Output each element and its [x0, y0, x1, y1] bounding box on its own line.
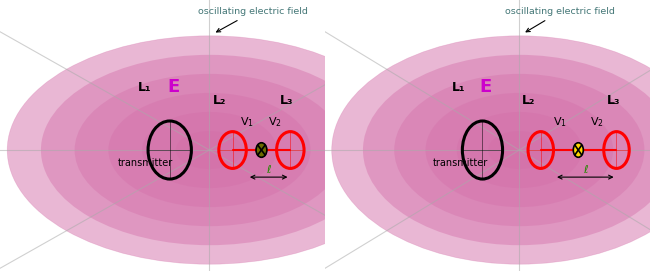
Text: L₁: L₁	[138, 81, 151, 94]
Text: V$_1$: V$_1$	[240, 115, 254, 129]
Text: oscillating electric field: oscillating electric field	[198, 8, 307, 32]
Text: transmitter: transmitter	[118, 158, 174, 167]
Ellipse shape	[176, 131, 243, 169]
Ellipse shape	[142, 112, 277, 188]
Ellipse shape	[75, 74, 344, 226]
Text: transmitter: transmitter	[433, 158, 488, 167]
Ellipse shape	[395, 74, 644, 226]
Ellipse shape	[332, 36, 650, 264]
Text: L₂: L₂	[213, 94, 226, 107]
Text: L₃: L₃	[606, 94, 620, 107]
Ellipse shape	[426, 93, 613, 207]
Text: L₃: L₃	[280, 94, 293, 107]
Ellipse shape	[488, 131, 551, 169]
Ellipse shape	[41, 55, 378, 245]
Text: L₁: L₁	[452, 81, 466, 94]
Text: oscillating electric field: oscillating electric field	[504, 8, 614, 32]
Ellipse shape	[7, 36, 411, 264]
Ellipse shape	[363, 55, 650, 245]
Circle shape	[573, 143, 583, 157]
Text: L₂: L₂	[522, 94, 536, 107]
Text: E: E	[167, 78, 179, 96]
Ellipse shape	[457, 112, 582, 188]
Text: V$_2$: V$_2$	[268, 115, 281, 129]
Text: $\ell$: $\ell$	[583, 163, 590, 175]
Text: $\ell$: $\ell$	[266, 163, 272, 175]
Text: V$_1$: V$_1$	[552, 115, 567, 129]
Text: E: E	[480, 78, 492, 96]
Ellipse shape	[109, 93, 311, 207]
Circle shape	[256, 143, 267, 157]
Text: V$_2$: V$_2$	[590, 115, 604, 129]
